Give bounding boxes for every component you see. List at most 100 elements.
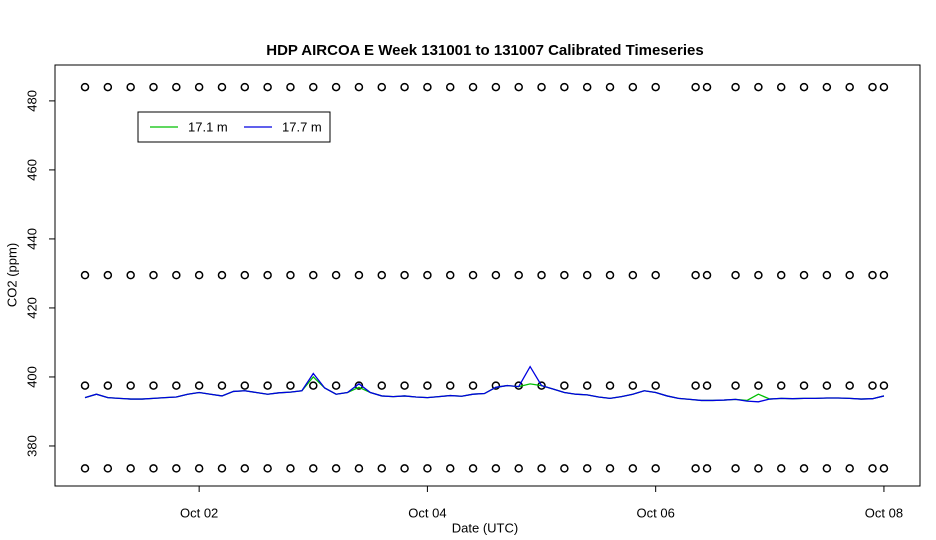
calibration-point	[799, 270, 809, 280]
calibration-point	[868, 381, 877, 390]
calibration-point	[263, 464, 272, 473]
calibration-point	[331, 270, 341, 280]
x-tick-label: Oct 08	[865, 505, 903, 520]
calibration-point	[628, 82, 638, 92]
calibration-point	[537, 82, 546, 92]
calibration-point	[172, 270, 181, 280]
calibration-point	[702, 82, 712, 92]
calibration-point	[879, 381, 889, 390]
calibration-point	[582, 270, 592, 280]
calibration-point	[651, 381, 660, 390]
y-tick-label: 460	[24, 159, 39, 181]
calibration-point	[126, 381, 135, 390]
calibration-point	[103, 82, 113, 92]
calibration-point	[286, 270, 295, 280]
calibration-point	[822, 464, 832, 473]
calibration-point	[491, 464, 501, 473]
legend-label: 17.7 m	[282, 119, 322, 134]
calibration-point	[731, 82, 740, 92]
calibration-point	[868, 270, 877, 280]
calibration-point	[194, 381, 204, 390]
calibration-point	[103, 381, 113, 390]
calibration-point	[822, 381, 832, 390]
calibration-point	[691, 464, 700, 473]
calibration-point	[217, 381, 227, 390]
calibration-point	[445, 464, 455, 473]
calibration-point	[868, 464, 877, 473]
calibration-point	[468, 270, 478, 280]
calibration-point	[691, 82, 700, 92]
calibration-point	[651, 270, 660, 280]
calibration-point	[691, 270, 700, 280]
calibration-point	[560, 381, 569, 390]
calibration-point	[354, 464, 364, 473]
legend-label: 17.1 m	[188, 119, 228, 134]
calibration-point	[377, 270, 387, 280]
calibration-point	[799, 82, 809, 92]
calibration-point	[651, 464, 660, 473]
calibration-point	[628, 381, 638, 390]
calibration-point	[172, 82, 181, 92]
plot-frame	[54, 64, 921, 487]
calibration-point	[377, 381, 387, 390]
calibration-point	[879, 464, 889, 473]
calibration-point	[560, 270, 569, 280]
calibration-point	[126, 464, 135, 473]
calibration-point	[799, 381, 809, 390]
calibration-point	[582, 381, 592, 390]
calibration-point	[514, 82, 523, 92]
calibration-point	[879, 270, 889, 280]
y-axis-label: CO2 (ppm)	[4, 243, 19, 307]
calibration-point	[286, 464, 295, 473]
calibration-point	[605, 270, 615, 280]
y-tick-label: 440	[24, 228, 39, 250]
calibration-point	[605, 381, 615, 390]
calibration-point	[605, 82, 615, 92]
calibration-point	[377, 464, 387, 473]
calibration-point	[240, 270, 250, 280]
calibration-point	[628, 270, 638, 280]
calibration-point	[172, 381, 181, 390]
calibration-point	[537, 464, 546, 473]
calibration-point	[845, 270, 854, 280]
calibration-point	[400, 270, 409, 280]
calibration-point	[354, 270, 364, 280]
calibration-point	[423, 464, 432, 473]
calibration-point	[286, 381, 295, 390]
calibration-point	[149, 82, 158, 92]
calibration-point	[309, 464, 318, 473]
calibration-point	[605, 464, 615, 473]
calibration-point	[126, 82, 135, 92]
calibration-point	[879, 82, 889, 92]
calibration-point	[445, 82, 455, 92]
calibration-point	[754, 82, 763, 92]
calibration-point	[263, 270, 272, 280]
calibration-point	[400, 464, 409, 473]
calibration-point	[217, 464, 227, 473]
calibration-point	[537, 270, 546, 280]
calibration-point	[582, 464, 592, 473]
calibration-point	[354, 82, 364, 92]
calibration-point	[702, 381, 712, 390]
calibration-point	[514, 464, 523, 473]
calibration-point	[845, 464, 854, 473]
calibration-point	[628, 464, 638, 473]
calibration-point	[286, 82, 295, 92]
calibration-point	[491, 381, 501, 390]
x-tick-label: Oct 04	[408, 505, 446, 520]
calibration-point	[354, 381, 364, 390]
calibration-point	[776, 270, 786, 280]
calibration-point	[560, 82, 569, 92]
calibration-point	[240, 381, 250, 390]
calibration-point	[172, 464, 181, 473]
calibration-point	[80, 381, 90, 390]
calibration-point	[445, 381, 455, 390]
calibration-point	[194, 270, 204, 280]
calibration-point	[80, 82, 90, 92]
x-tick-label: Oct 06	[637, 505, 675, 520]
calibration-point	[491, 82, 501, 92]
calibration-point	[799, 464, 809, 473]
calibration-point	[149, 381, 158, 390]
calibration-point	[217, 82, 227, 92]
calibration-point	[651, 82, 660, 92]
